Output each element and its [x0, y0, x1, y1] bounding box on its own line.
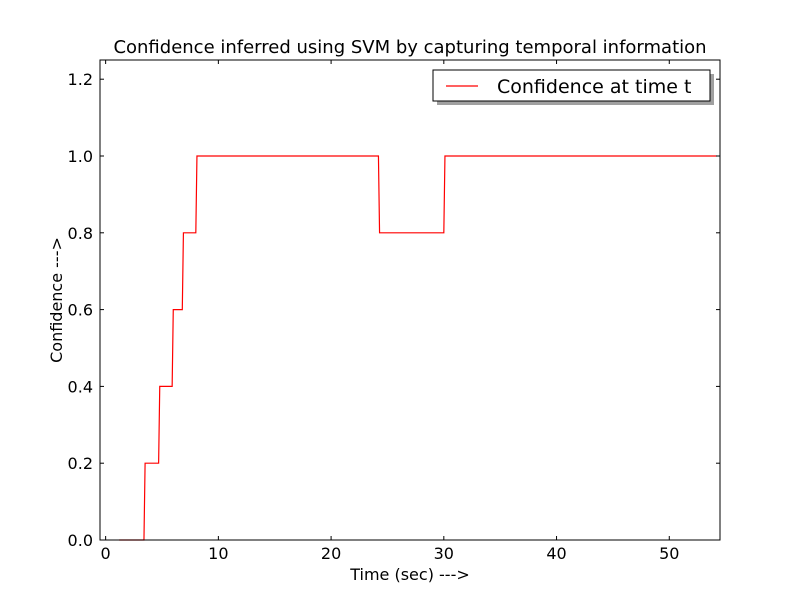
- x-tick-label-2: 20: [321, 544, 341, 563]
- y-tick-label-1: 0.2: [68, 454, 93, 473]
- x-tick-label-5: 50: [659, 544, 679, 563]
- y-tick-label-0: 0.0: [68, 531, 93, 550]
- y-tick-label-4: 0.8: [68, 224, 93, 243]
- plot-area: [99, 59, 721, 541]
- x-axis-label: Time (sec) --->: [349, 565, 470, 584]
- x-tick-label-0: 0: [101, 544, 111, 563]
- x-tick-labels: 0 10 20 30 40 50: [101, 544, 680, 563]
- x-tick-label-1: 10: [208, 544, 228, 563]
- plot-frame: [99, 59, 721, 541]
- x-tick-label-3: 30: [434, 544, 454, 563]
- y-axis-label: Confidence --->: [47, 237, 66, 363]
- legend-box: [432, 69, 711, 102]
- x-tick-label-4: 40: [546, 544, 566, 563]
- series-layer: [119, 155, 717, 541]
- legend-entry-label: Confidence at time t: [497, 76, 691, 98]
- legend: Confidence at time t: [432, 69, 714, 105]
- plot-background: [100, 60, 720, 540]
- chart-title: Confidence inferred using SVM by capturi…: [113, 37, 706, 58]
- y-tick-label-3: 0.6: [68, 301, 93, 320]
- y-tick-label-6: 1.2: [68, 70, 93, 89]
- y-tick-label-5: 1.0: [68, 147, 93, 166]
- series-line-0: [119, 155, 717, 541]
- y-tick-labels: 0.0 0.2 0.4 0.6 0.8 1.0 1.2: [68, 70, 93, 550]
- y-tick-label-2: 0.4: [68, 377, 93, 396]
